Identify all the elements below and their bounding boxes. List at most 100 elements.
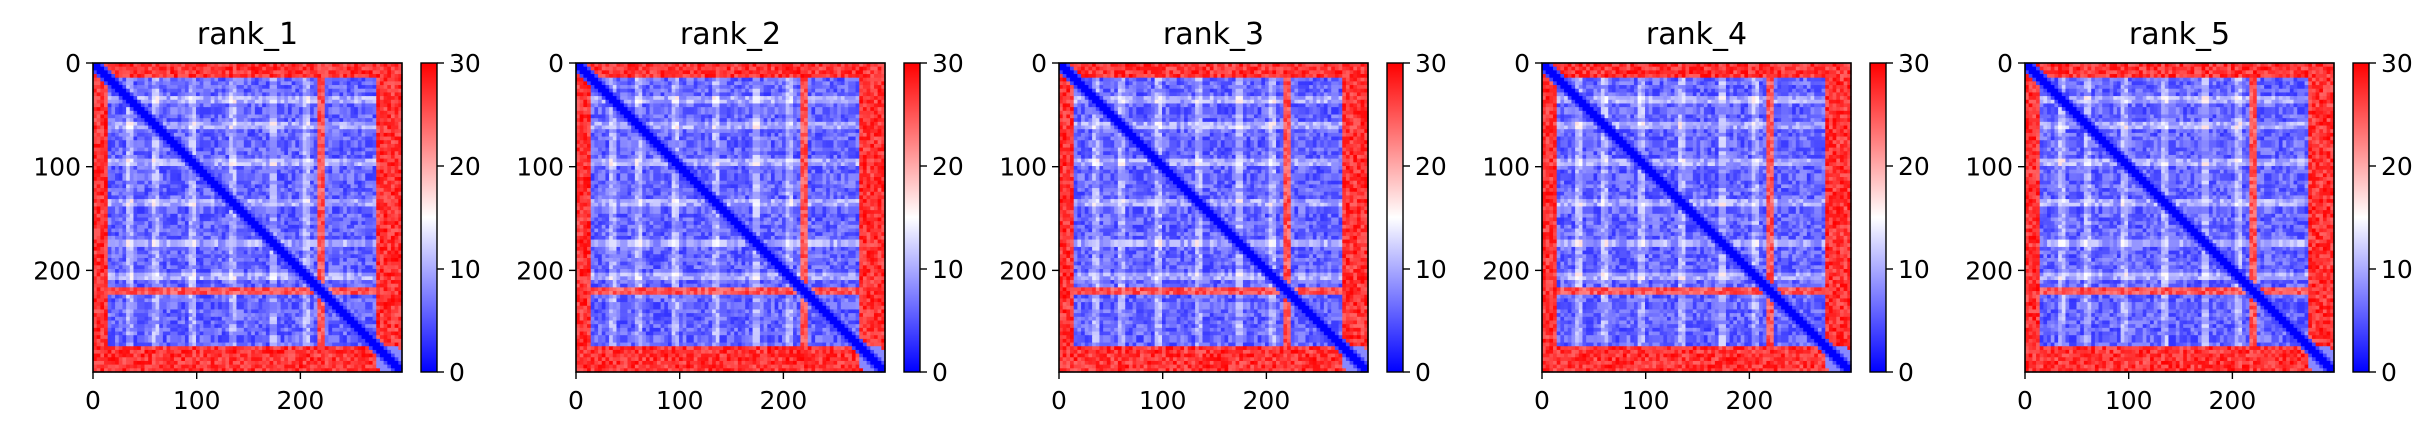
heatmap-cell	[373, 70, 377, 74]
heatmap-cell	[373, 85, 377, 89]
heatmap-cell	[130, 107, 134, 111]
heatmap-cell	[100, 74, 104, 78]
heatmap-cell	[284, 74, 288, 78]
heatmap-cell	[395, 96, 399, 100]
heatmap-cell	[270, 92, 274, 96]
heatmap-cell	[339, 89, 343, 93]
heatmap-cell	[145, 85, 149, 89]
heatmap-cell	[181, 96, 185, 100]
heatmap-cell	[292, 89, 296, 93]
heatmap-cell	[288, 70, 292, 74]
heatmap-cell	[270, 74, 274, 78]
heatmap-cell	[108, 89, 112, 93]
heatmap-cell	[251, 85, 255, 89]
heatmap-cell	[310, 78, 314, 82]
heatmap-cell	[203, 96, 207, 100]
heatmap-cell	[214, 100, 218, 104]
heatmap-cell	[384, 67, 388, 71]
heatmap-cell	[259, 103, 263, 107]
heatmap-cell	[317, 74, 321, 78]
heatmap-cell	[347, 89, 351, 93]
heatmap-cell	[270, 78, 274, 82]
heatmap-cell	[141, 78, 145, 82]
heatmap-cell	[185, 103, 189, 107]
heatmap-cell	[255, 81, 259, 85]
heatmap-cell	[141, 70, 145, 74]
heatmap-cell	[148, 74, 152, 78]
heatmap-cell	[137, 74, 141, 78]
heatmap-cell	[347, 67, 351, 71]
heatmap-cell	[122, 74, 126, 78]
heatmap-cell	[259, 89, 263, 93]
heatmap-cell	[380, 103, 384, 107]
heatmap-cell	[358, 92, 362, 96]
heatmap-cell	[218, 74, 222, 78]
heatmap-cell	[347, 96, 351, 100]
heatmap-cell	[391, 85, 395, 89]
heatmap-cell	[376, 70, 380, 74]
heatmap-cell	[222, 81, 226, 85]
heatmap-cell	[295, 70, 299, 74]
heatmap-cell	[395, 74, 399, 78]
heatmap-cell	[170, 85, 174, 89]
heatmap-cell	[248, 70, 252, 74]
heatmap-cell	[376, 85, 380, 89]
heatmap-cell	[351, 100, 355, 104]
heatmap-cell	[270, 103, 274, 107]
heatmap-cell	[244, 89, 248, 93]
heatmap-cell	[270, 89, 274, 93]
heatmap-cell	[196, 92, 200, 96]
heatmap-cell	[100, 92, 104, 96]
heatmap-cell	[284, 70, 288, 74]
heatmap-cell	[222, 67, 226, 71]
heatmap-cell	[270, 81, 274, 85]
heatmap-cell	[185, 78, 189, 82]
heatmap-cell	[347, 78, 351, 82]
heatmap-cell	[145, 78, 149, 82]
heatmap-cell	[130, 96, 134, 100]
heatmap-cell	[233, 81, 237, 85]
heatmap-cell	[137, 89, 141, 93]
heatmap-cell	[240, 100, 244, 104]
heatmap-cell	[174, 78, 178, 82]
heatmap-cell	[163, 81, 167, 85]
heatmap-cell	[167, 81, 171, 85]
heatmap-cell	[214, 78, 218, 82]
heatmap-cell	[189, 81, 193, 85]
heatmap-cell	[362, 107, 366, 111]
heatmap-cell	[277, 70, 281, 74]
heatmap-cell	[240, 81, 244, 85]
heatmap-cell	[244, 92, 248, 96]
heatmap-cell	[156, 107, 160, 111]
heatmap-cell	[295, 78, 299, 82]
heatmap-cell	[295, 85, 299, 89]
heatmap-cell	[284, 100, 288, 104]
heatmap-cell	[259, 81, 263, 85]
heatmap-cell	[218, 85, 222, 89]
heatmap-cell	[376, 74, 380, 78]
heatmap-cell	[266, 78, 270, 82]
heatmap-cell	[384, 100, 388, 104]
heatmap-cell	[207, 78, 211, 82]
heatmap-cell	[339, 74, 343, 78]
heatmap-cell	[310, 107, 314, 111]
heatmap-cell	[122, 96, 126, 100]
heatmap-cell	[395, 70, 399, 74]
heatmap-cell	[163, 67, 167, 71]
heatmap-cell	[310, 92, 314, 96]
heatmap-cell	[343, 100, 347, 104]
heatmap-cell	[240, 96, 244, 100]
heatmap-cell	[255, 100, 259, 104]
heatmap-cell	[317, 78, 321, 82]
heatmap-cell	[266, 103, 270, 107]
heatmap-cell	[281, 92, 285, 96]
heatmap-cell	[207, 74, 211, 78]
heatmap-cell	[376, 96, 380, 100]
heatmap-cell	[295, 103, 299, 107]
heatmap-cell	[203, 74, 207, 78]
heatmap-cell	[251, 89, 255, 93]
heatmap-cell	[321, 107, 325, 111]
heatmap-cell	[266, 107, 270, 111]
heatmap-cell	[178, 96, 182, 100]
heatmap-cell	[295, 96, 299, 100]
